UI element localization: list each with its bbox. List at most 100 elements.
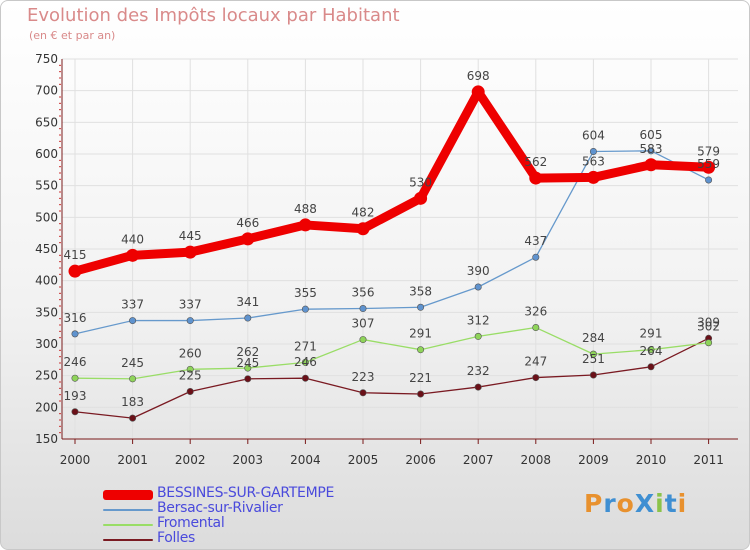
x-tick-label: 2006 bbox=[405, 453, 436, 467]
data-label: 605 bbox=[640, 128, 663, 142]
data-label: 193 bbox=[64, 389, 87, 403]
y-tick-label: 400 bbox=[35, 274, 58, 288]
data-point bbox=[359, 305, 367, 313]
data-point bbox=[359, 336, 367, 344]
y-minor-tick bbox=[59, 235, 61, 237]
y-minor-tick bbox=[59, 210, 61, 212]
x-tick-label: 2010 bbox=[636, 453, 667, 467]
data-label: 223 bbox=[352, 370, 375, 384]
legend-swatch-bersac bbox=[103, 508, 153, 511]
data-label: 307 bbox=[352, 317, 375, 331]
data-point bbox=[417, 390, 425, 398]
y-minor-tick bbox=[59, 356, 61, 358]
data-point bbox=[129, 414, 137, 422]
data-point bbox=[301, 305, 309, 313]
legend-swatch-bessines bbox=[103, 489, 153, 500]
logo-letter: i bbox=[677, 489, 688, 518]
x-tick-label: 2003 bbox=[233, 453, 264, 467]
y-minor-tick bbox=[59, 387, 61, 389]
data-label: 337 bbox=[121, 298, 144, 312]
data-point bbox=[129, 375, 137, 383]
y-minor-tick bbox=[59, 159, 61, 161]
x-tick-label: 2009 bbox=[578, 453, 609, 467]
legend-label-bersac: Bersac-sur-Rivalier bbox=[157, 500, 283, 516]
y-minor-tick bbox=[59, 178, 61, 180]
data-point bbox=[474, 332, 482, 340]
data-label: 562 bbox=[524, 155, 547, 169]
data-label: 271 bbox=[294, 339, 317, 353]
data-point bbox=[586, 170, 600, 184]
x-tick-label: 2011 bbox=[693, 453, 724, 467]
y-tick-label: 450 bbox=[35, 242, 58, 256]
chart-title: Evolution des Impôts locaux par Habitant bbox=[27, 5, 400, 26]
y-minor-tick bbox=[59, 223, 61, 225]
y-minor-tick bbox=[59, 330, 61, 332]
data-label: 221 bbox=[409, 371, 432, 385]
series-line bbox=[74, 326, 710, 380]
data-label: 232 bbox=[467, 364, 490, 378]
data-label: 415 bbox=[64, 248, 87, 262]
data-label: 284 bbox=[582, 331, 605, 345]
logo-letter: r bbox=[603, 489, 617, 518]
data-label: 247 bbox=[524, 355, 547, 369]
data-point bbox=[186, 387, 194, 395]
y-tick-label: 300 bbox=[35, 337, 58, 351]
data-label: 579 bbox=[697, 144, 720, 158]
data-label: 302 bbox=[697, 320, 720, 334]
legend-label-bessines: BESSINES-SUR-GARTEMPE bbox=[157, 485, 335, 501]
y-minor-tick bbox=[59, 77, 61, 79]
data-point bbox=[647, 346, 655, 354]
data-label: 604 bbox=[582, 128, 605, 142]
y-minor-tick bbox=[59, 273, 61, 275]
y-tick-label: 200 bbox=[35, 400, 58, 414]
y-minor-tick bbox=[59, 140, 61, 142]
proxiti-logo: ProXiti bbox=[584, 489, 687, 518]
data-label: 488 bbox=[294, 202, 317, 216]
legend-label-folles: Folles bbox=[157, 530, 196, 546]
y-minor-tick bbox=[59, 400, 61, 402]
y-minor-tick bbox=[59, 191, 61, 193]
y-minor-tick bbox=[59, 419, 61, 421]
y-minor-tick bbox=[59, 362, 61, 364]
data-label: 251 bbox=[582, 352, 605, 366]
legend-swatch-fromental bbox=[103, 523, 153, 526]
data-point bbox=[244, 375, 252, 383]
y-minor-tick bbox=[59, 96, 61, 98]
data-point bbox=[532, 253, 540, 261]
y-minor-tick bbox=[59, 147, 61, 149]
y-minor-tick bbox=[59, 242, 61, 244]
y-minor-tick bbox=[59, 261, 61, 263]
data-label: 291 bbox=[640, 327, 663, 341]
data-label: 262 bbox=[236, 345, 259, 359]
data-point bbox=[647, 147, 655, 155]
y-minor-tick bbox=[59, 286, 61, 288]
data-point bbox=[71, 330, 79, 338]
y-minor-tick bbox=[59, 413, 61, 415]
y-minor-tick bbox=[59, 254, 61, 256]
data-point bbox=[474, 383, 482, 391]
data-label: 559 bbox=[697, 157, 720, 171]
data-point bbox=[356, 222, 370, 236]
y-minor-tick bbox=[59, 432, 61, 434]
x-tick-label: 2005 bbox=[348, 453, 379, 467]
data-label: 358 bbox=[409, 284, 432, 298]
series-line bbox=[74, 337, 710, 419]
chart-subtitle: (en € et par an) bbox=[29, 29, 116, 42]
y-minor-tick bbox=[59, 267, 61, 269]
data-label: 390 bbox=[467, 264, 490, 278]
y-minor-tick bbox=[59, 394, 61, 396]
y-tick-label: 650 bbox=[35, 115, 58, 129]
data-label: 326 bbox=[524, 305, 547, 319]
y-tick-label: 150 bbox=[35, 432, 58, 446]
y-tick-label: 700 bbox=[35, 84, 58, 98]
y-minor-tick bbox=[59, 425, 61, 427]
y-minor-tick bbox=[59, 64, 61, 66]
logo-letter: i bbox=[655, 489, 665, 518]
data-point bbox=[589, 371, 597, 379]
data-point bbox=[417, 303, 425, 311]
x-tick-label: 2001 bbox=[117, 453, 148, 467]
logo-letter: P bbox=[584, 489, 604, 518]
data-point bbox=[183, 245, 197, 259]
y-minor-tick bbox=[59, 204, 61, 206]
data-label: 355 bbox=[294, 286, 317, 300]
